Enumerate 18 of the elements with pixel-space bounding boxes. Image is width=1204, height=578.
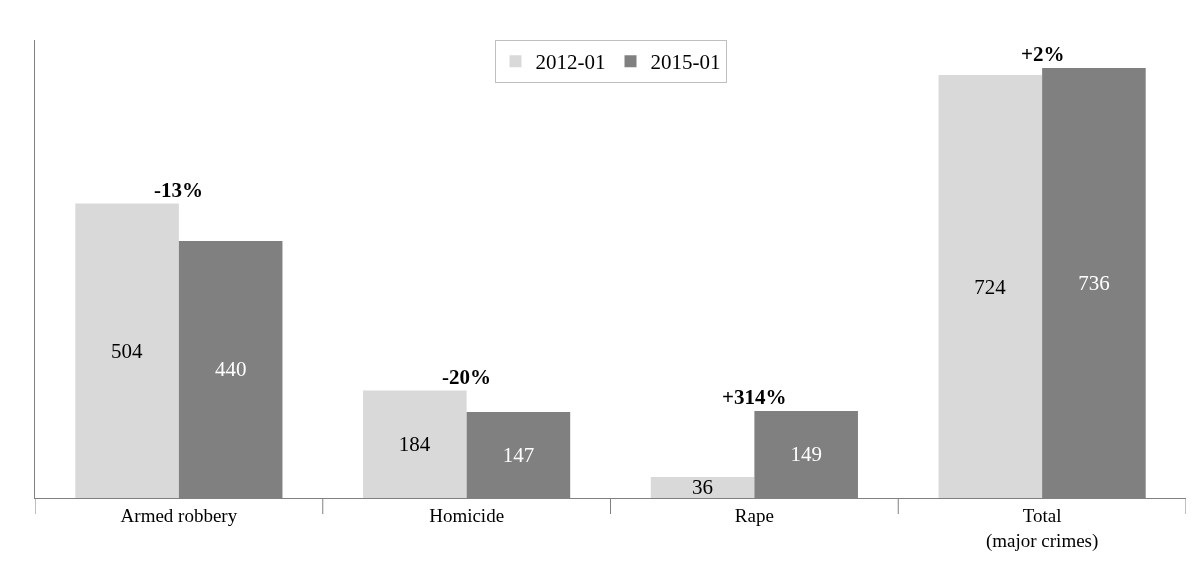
annotation: -13% (154, 178, 203, 202)
data-label: 147 (502, 443, 535, 468)
annotation: -20% (442, 365, 491, 389)
annotation: +2% (1021, 42, 1065, 66)
annotation: +314% (722, 385, 787, 409)
data-label: 724 (974, 274, 1007, 299)
x-tick-label: Armed robbery (120, 504, 238, 526)
data-label: 504 (111, 338, 144, 363)
legend-label: 2015-01 (650, 50, 721, 75)
data-label: 149 (790, 442, 822, 467)
data-label: 736 (1078, 271, 1110, 295)
data-label: 36 (692, 475, 714, 500)
legend-label: 2012-01 (535, 50, 606, 75)
x-tick-label: Rape (734, 504, 774, 526)
data-label: 440 (214, 357, 247, 382)
x-tick-label: Total (major crimes) (985, 504, 1099, 552)
x-tick-label: Homicide (429, 504, 505, 526)
data-label: 184 (398, 432, 431, 457)
